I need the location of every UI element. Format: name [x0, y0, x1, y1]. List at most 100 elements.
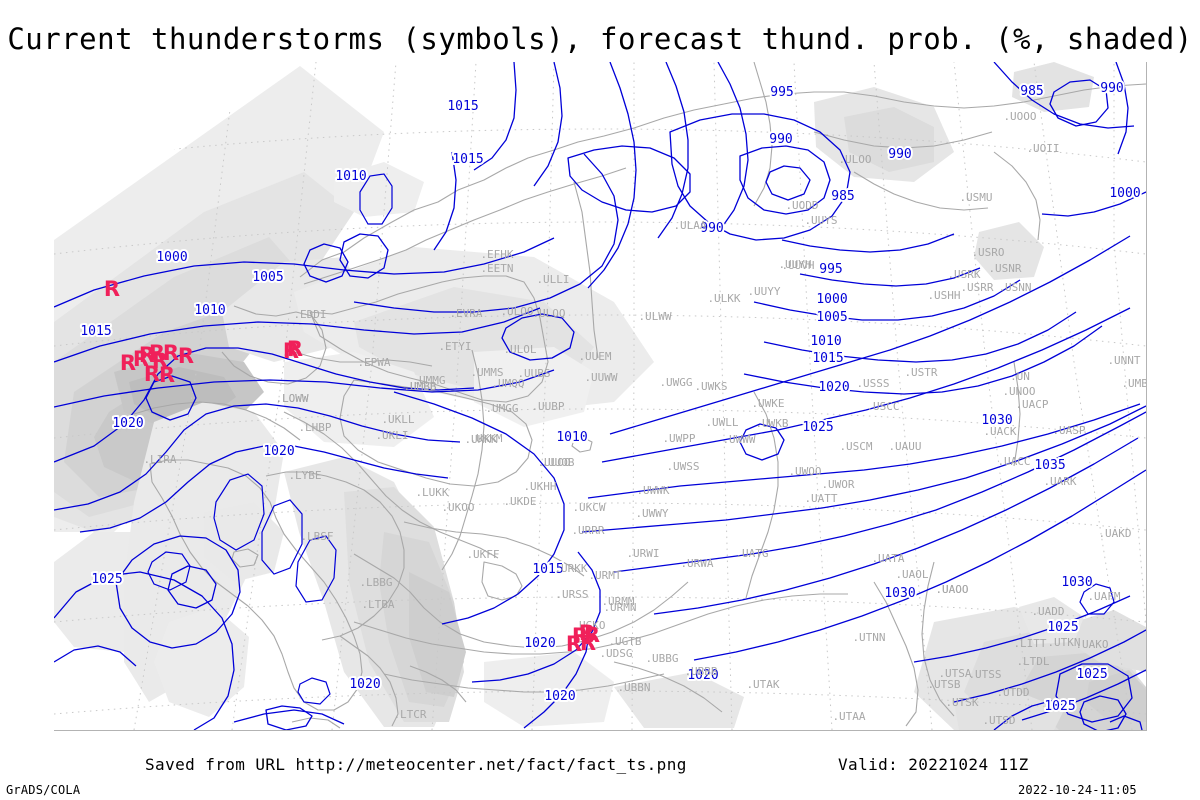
- thunderstorm-symbol: R: [133, 347, 149, 371]
- isobar-label-halo: 1025: [91, 572, 122, 587]
- station-label: .UMBB: [1121, 377, 1146, 390]
- isobar-label: 1025: [91, 572, 122, 587]
- station-label: .URMM: [601, 595, 634, 608]
- station-label: .UASP: [1052, 424, 1085, 437]
- isobar-label: 1025: [1076, 667, 1107, 682]
- isobar-label-halo: 1000: [1109, 186, 1140, 201]
- station-label: .UKOO: [441, 501, 474, 514]
- isobar-label: 995: [819, 262, 842, 277]
- thunderstorm-symbol: R: [149, 341, 165, 365]
- isobar-small-loops: [147, 173, 1115, 705]
- station-label: .USRK: [947, 268, 980, 281]
- station-label: .ULLI: [536, 273, 569, 286]
- isobar-label: 1020: [263, 444, 294, 459]
- isobar-label: 1035: [1034, 458, 1065, 473]
- isobar-label: 1030: [884, 586, 915, 601]
- thunderstorm-symbol: R: [572, 624, 588, 648]
- station-label: .UWWK: [636, 484, 669, 497]
- thunderstorm-symbol: R: [163, 341, 179, 365]
- station-label: .UUVH: [781, 259, 814, 272]
- station-label: .UUOB: [541, 456, 574, 469]
- isobar-label: 1030: [981, 413, 1012, 428]
- station-label: .UN: [1010, 370, 1030, 383]
- station-label: .UKLL: [381, 413, 414, 426]
- station-label: .USMU: [959, 191, 992, 204]
- isobar-label-halo: 1020: [818, 380, 849, 395]
- station-label: .UARK: [1043, 475, 1076, 488]
- station-label: .LHBP: [298, 421, 331, 434]
- isobar-label-halo: 1030: [1061, 575, 1092, 590]
- station-label: .UWWY: [635, 507, 668, 520]
- isobar-label-halo: 1015: [532, 562, 563, 577]
- isobar-label-halo: 1015: [447, 99, 478, 114]
- station-label: .USRR: [960, 281, 993, 294]
- isobar-label: 1020: [349, 677, 380, 692]
- station-label: .UWKS: [694, 380, 727, 393]
- station-label: .URRR: [571, 524, 604, 537]
- station-label: .UNNT: [1107, 354, 1140, 367]
- station-label: .EPWA: [357, 356, 390, 369]
- isobar-label: 1005: [816, 310, 847, 325]
- station-label: .LBSF: [300, 530, 333, 543]
- station-label: .UTSA: [938, 667, 971, 680]
- isobar-label-halo: 1020: [263, 444, 294, 459]
- page-title: Current thunderstorms (symbols), forecas…: [7, 22, 1193, 56]
- isobar-label: 1000: [1109, 186, 1140, 201]
- isobar-label: 1010: [810, 334, 841, 349]
- station-label: .USNN: [998, 281, 1031, 294]
- station-label: .USSS: [856, 377, 889, 390]
- station-label: .UMMS: [470, 366, 503, 379]
- isobar-label: 995: [770, 85, 793, 100]
- station-label: .UATT: [804, 492, 837, 505]
- station-label: .UTAA: [832, 710, 865, 723]
- station-label: .USCC: [866, 400, 899, 413]
- station-label: .UWSS: [666, 460, 699, 473]
- isobar-label: 990: [888, 147, 911, 162]
- isobar-label-halo: 990: [1100, 81, 1123, 96]
- isobar-label-halo: 990: [769, 132, 792, 147]
- isobar-label-halo: 995: [770, 85, 793, 100]
- station-label: .ULOQ: [532, 307, 565, 320]
- isobar-label: 985: [1020, 84, 1043, 99]
- isobar-label: 1025: [1044, 699, 1075, 714]
- isobar-label: 1010: [335, 169, 366, 184]
- isobar-label: 1015: [447, 99, 478, 114]
- station-label: .URWA: [680, 557, 713, 570]
- station-label: .EETN: [480, 262, 513, 275]
- station-labels: .EFHK.EETN .ULLI .EVRA .ULOO .EDDI .ULOL .EPWA…: [143, 110, 1146, 727]
- isobar-label-halo: 1030: [981, 413, 1012, 428]
- isobar-label-halo: 990: [700, 221, 723, 236]
- station-label: .UAKD: [1098, 527, 1131, 540]
- station-label: .LOWW: [275, 392, 308, 405]
- station-label: .UNOO: [1002, 385, 1035, 398]
- station-label: .UWOR: [821, 478, 854, 491]
- station-label: .LTBA: [361, 598, 394, 611]
- station-label: .UUBP: [531, 400, 564, 413]
- station-label: .EDDI: [293, 308, 326, 321]
- isobar-label: 1020: [544, 689, 575, 704]
- isobar-label-halo: 1015: [80, 324, 111, 339]
- station-label: .UMGG: [485, 402, 518, 415]
- isobar-label: 1020: [112, 416, 143, 431]
- station-label: .UTSD: [982, 714, 1015, 727]
- weather-map[interactable]: 1000 1000 1005 1005 1010 1010 1015 1015 1020 1020…: [54, 62, 1147, 731]
- station-label: .UMQQ: [491, 377, 524, 390]
- isobar-label-halo: 1000: [816, 292, 847, 307]
- station-label: .ULOL: [503, 343, 536, 356]
- station-label: .LBBG: [359, 576, 392, 589]
- isobar-label-halo: 985: [831, 189, 854, 204]
- station-label: .UDSG: [599, 647, 632, 660]
- station-label: .UKKM: [469, 432, 502, 445]
- saved-from-url-text: Saved from URL http://meteocenter.net/fa…: [145, 755, 687, 774]
- station-label: .UWLL: [705, 416, 738, 429]
- station-label: .LITT: [1013, 637, 1046, 650]
- isobar-label-halo: 1025: [1044, 699, 1075, 714]
- isobar-label-halo: 1025: [802, 420, 833, 435]
- station-label: .UTSS: [968, 668, 1001, 681]
- isobar-label: 1020: [524, 636, 555, 651]
- station-label: .UWGG: [659, 376, 692, 389]
- station-label: .UATG: [735, 547, 768, 560]
- isobar-label: 985: [831, 189, 854, 204]
- thunderstorm-symbol: R: [580, 631, 596, 655]
